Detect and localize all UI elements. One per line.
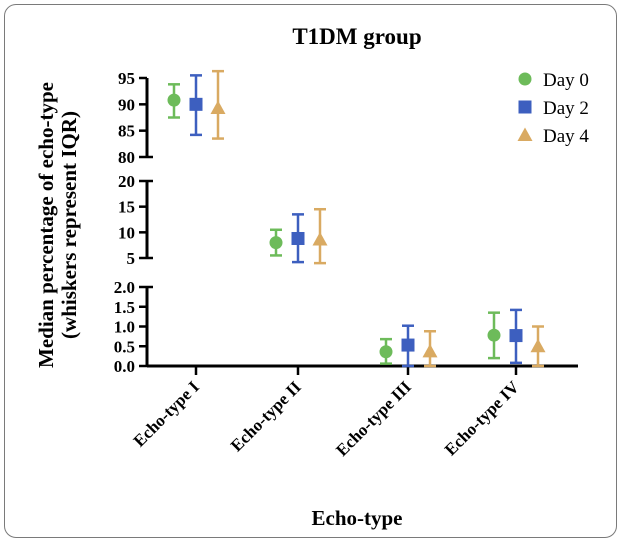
median-point xyxy=(167,93,181,107)
x-tick-label: Echo-type I xyxy=(130,377,203,450)
median-point xyxy=(291,231,305,245)
legend-label-3: Day 4 xyxy=(543,126,589,147)
y-tick-label: 90 xyxy=(118,95,135,114)
data-marks xyxy=(167,69,546,368)
median-point xyxy=(189,97,203,111)
y-tick-label: 2.0 xyxy=(114,278,135,297)
figure-frame xyxy=(4,4,617,538)
errorbar-day-4-1 xyxy=(210,69,226,140)
errorbar-day-4-2 xyxy=(312,207,328,265)
median-point xyxy=(530,338,546,353)
legend-marker-2 xyxy=(518,100,532,114)
errorbar-day-2-2 xyxy=(291,213,305,264)
median-point xyxy=(312,232,328,246)
y-tick-label: 5 xyxy=(127,249,136,268)
legend-label-1: Day 0 xyxy=(543,70,589,91)
chart-title: T1DM group xyxy=(292,24,421,49)
y-tick-label: 0.5 xyxy=(114,337,135,356)
errorbar-day-2-1 xyxy=(189,74,203,137)
errorbar-day-4-4 xyxy=(530,325,546,368)
y-tick-label: 80 xyxy=(118,148,135,167)
y-tick-label: 1.0 xyxy=(114,318,135,337)
errorbar-day-0-1 xyxy=(167,83,181,119)
errorbar-day-2-3 xyxy=(401,324,415,368)
median-point xyxy=(269,236,283,250)
y-tick-label: 85 xyxy=(118,122,135,141)
errorbar-day-0-3 xyxy=(379,337,393,365)
errorbar-day-0-4 xyxy=(487,311,501,360)
median-point xyxy=(210,100,226,115)
x-tick-label: Echo-type IV xyxy=(441,377,523,459)
median-point xyxy=(401,338,415,352)
legend: Day 0 Day 2 Day 4 xyxy=(517,70,589,147)
x-tick-label: Echo-type III xyxy=(332,377,415,460)
median-point xyxy=(422,343,438,358)
errorbar-day-4-3 xyxy=(422,329,438,368)
median-point xyxy=(509,329,523,343)
y-tick-label: 0.0 xyxy=(114,357,135,376)
legend-marker-1 xyxy=(518,72,532,86)
legend-marker-3 xyxy=(517,127,533,141)
x-tick-label: Echo-type II xyxy=(227,377,305,455)
y-tick-label: 1.5 xyxy=(114,298,135,317)
errorbar-day-2-4 xyxy=(509,308,523,365)
axes-group: 80 85 90 95 5 10 15 20 0.00.51.01.52.0 Echo-type … xyxy=(114,69,578,460)
y-tick-label: 10 xyxy=(118,223,135,242)
y-axis-title-line-2: (whiskers represent IQR) xyxy=(57,111,81,339)
legend-label-2: Day 2 xyxy=(543,98,589,119)
y-tick-label: 15 xyxy=(118,198,135,217)
y-axis-title: Median percentage of echo-type (whiskers… xyxy=(34,82,81,368)
y-tick-label: 95 xyxy=(118,69,135,88)
errorbar-day-0-2 xyxy=(269,228,283,257)
median-point xyxy=(379,345,393,359)
y-tick-label: 20 xyxy=(118,172,135,191)
x-axis-title: Echo-type xyxy=(312,506,403,530)
y-axis-title-line-1: Median percentage of echo-type xyxy=(34,82,58,368)
median-point xyxy=(487,328,501,342)
